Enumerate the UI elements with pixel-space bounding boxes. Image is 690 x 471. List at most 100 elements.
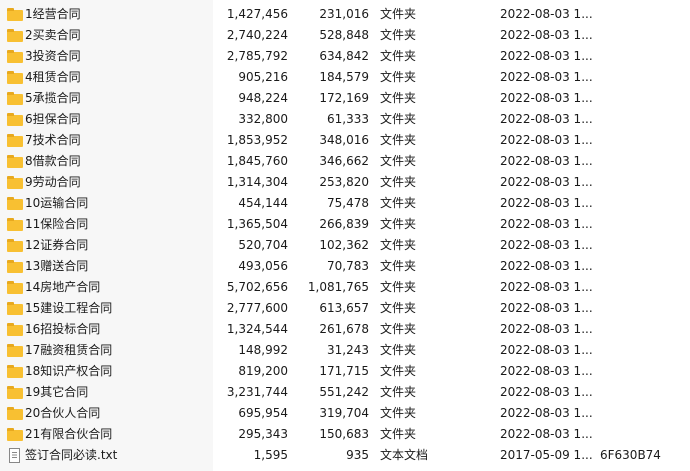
packed-size: 31,243 [327,343,369,357]
file-list: 1经营合同 1,427,456 231,016 文件夹 2022-08-03 1... 2… [0,4,690,466]
folder-icon [7,176,23,189]
file-size: 295,343 [238,427,288,441]
folder-icon [7,344,23,357]
modified-date: 2022-08-03 1... [500,259,593,273]
file-row[interactable]: 18知识产权合同 819,200 171,715 文件夹 2022-08-03 1... [0,361,690,382]
file-size: 1,853,952 [226,133,288,147]
file-row[interactable]: 2买卖合同 2,740,224 528,848 文件夹 2022-08-03 1... [0,25,690,46]
file-size: 1,595 [253,448,288,462]
file-name: 9劳动合同 [25,175,81,189]
packed-size: 75,478 [327,196,369,210]
modified-date: 2022-08-03 1... [500,91,593,105]
file-type: 文件夹 [380,322,417,336]
folder-icon [7,29,23,42]
packed-size: 319,704 [319,406,369,420]
file-row[interactable]: 8借款合同 1,845,760 346,662 文件夹 2022-08-03 1... [0,151,690,172]
file-name: 19其它合同 [25,385,89,399]
file-row[interactable]: 1经营合同 1,427,456 231,016 文件夹 2022-08-03 1... [0,4,690,25]
file-row[interactable]: 10运输合同 454,144 75,478 文件夹 2022-08-03 1... [0,193,690,214]
folder-icon [7,155,23,168]
file-name: 16招投标合同 [25,322,101,336]
folder-icon [7,302,23,315]
file-name: 15建设工程合同 [25,301,113,315]
packed-size: 102,362 [319,238,369,252]
file-row[interactable]: 14房地产合同 5,702,656 1,081,765 文件夹 2022-08-03 1… [0,277,690,298]
file-row[interactable]: 17融资租赁合同 148,992 31,243 文件夹 2022-08-03 1... [0,340,690,361]
packed-size: 551,242 [319,385,369,399]
file-row[interactable]: 12证券合同 520,704 102,362 文件夹 2022-08-03 1... [0,235,690,256]
file-size: 819,200 [238,364,288,378]
file-type: 文件夹 [380,112,417,126]
modified-date: 2022-08-03 1... [500,343,593,357]
file-name: 17融资租赁合同 [25,343,113,357]
file-type: 文件夹 [380,91,417,105]
file-row[interactable]: 9劳动合同 1,314,304 253,820 文件夹 2022-08-03 1... [0,172,690,193]
file-row[interactable]: 签订合同必读.txt 1,595 935 文本文档 2017-05-09 1... 6F6… [0,445,690,466]
file-row[interactable]: 7技术合同 1,853,952 348,016 文件夹 2022-08-03 1... [0,130,690,151]
folder-icon [7,113,23,126]
modified-date: 2022-08-03 1... [500,7,593,21]
modified-date: 2022-08-03 1... [500,175,593,189]
folder-icon [7,239,23,252]
file-type: 文件夹 [380,238,417,252]
name-column-background [0,0,213,471]
file-row[interactable]: 19其它合同 3,231,744 551,242 文件夹 2022-08-03 1... [0,382,690,403]
file-name: 12证券合同 [25,238,89,252]
file-row[interactable]: 5承揽合同 948,224 172,169 文件夹 2022-08-03 1... [0,88,690,109]
packed-size: 150,683 [319,427,369,441]
file-size: 1,324,544 [226,322,288,336]
modified-date: 2022-08-03 1... [500,385,593,399]
file-name: 1经营合同 [25,7,81,21]
folder-icon [7,71,23,84]
modified-date: 2022-08-03 1... [500,364,593,378]
modified-date: 2022-08-03 1... [500,322,593,336]
file-type: 文件夹 [380,49,417,63]
packed-size: 1,081,765 [307,280,369,294]
packed-size: 261,678 [319,322,369,336]
file-size: 2,785,792 [226,49,288,63]
folder-icon [7,260,23,273]
file-type: 文件夹 [380,259,417,273]
modified-date: 2022-08-03 1... [500,70,593,84]
file-size: 1,427,456 [226,7,288,21]
file-name: 10运输合同 [25,196,89,210]
text-file-icon [9,448,20,463]
folder-icon [7,50,23,63]
file-row[interactable]: 15建设工程合同 2,777,600 613,657 文件夹 2022-08-03 1.… [0,298,690,319]
file-type: 文件夹 [380,196,417,210]
file-size: 520,704 [238,238,288,252]
file-name: 签订合同必读.txt [25,448,118,462]
file-type: 文件夹 [380,70,417,84]
file-row[interactable]: 13赠送合同 493,056 70,783 文件夹 2022-08-03 1... [0,256,690,277]
file-type: 文件夹 [380,406,417,420]
file-name: 13赠送合同 [25,259,89,273]
file-name: 8借款合同 [25,154,81,168]
file-row[interactable]: 16招投标合同 1,324,544 261,678 文件夹 2022-08-03 1..… [0,319,690,340]
crc-value: 6F630B74 [600,448,661,462]
packed-size: 61,333 [327,112,369,126]
file-size: 493,056 [238,259,288,273]
packed-size: 634,842 [319,49,369,63]
file-row[interactable]: 3投资合同 2,785,792 634,842 文件夹 2022-08-03 1... [0,46,690,67]
file-type: 文件夹 [380,280,417,294]
modified-date: 2022-08-03 1... [500,427,593,441]
file-type: 文本文档 [380,448,429,462]
file-name: 21有限合伙合同 [25,427,113,441]
packed-size: 70,783 [327,259,369,273]
file-size: 948,224 [238,91,288,105]
file-type: 文件夹 [380,301,417,315]
file-type: 文件夹 [380,7,417,21]
modified-date: 2022-08-03 1... [500,112,593,126]
modified-date: 2022-08-03 1... [500,133,593,147]
file-type: 文件夹 [380,28,417,42]
packed-size: 172,169 [319,91,369,105]
file-row[interactable]: 21有限合伙合同 295,343 150,683 文件夹 2022-08-03 1... [0,424,690,445]
file-size: 1,365,504 [226,217,288,231]
folder-icon [7,218,23,231]
packed-size: 184,579 [319,70,369,84]
file-row[interactable]: 4租赁合同 905,216 184,579 文件夹 2022-08-03 1... [0,67,690,88]
file-row[interactable]: 11保险合同 1,365,504 266,839 文件夹 2022-08-03 1... [0,214,690,235]
file-row[interactable]: 6担保合同 332,800 61,333 文件夹 2022-08-03 1... [0,109,690,130]
file-row[interactable]: 20合伙人合同 695,954 319,704 文件夹 2022-08-03 1... [0,403,690,424]
file-name: 18知识产权合同 [25,364,113,378]
